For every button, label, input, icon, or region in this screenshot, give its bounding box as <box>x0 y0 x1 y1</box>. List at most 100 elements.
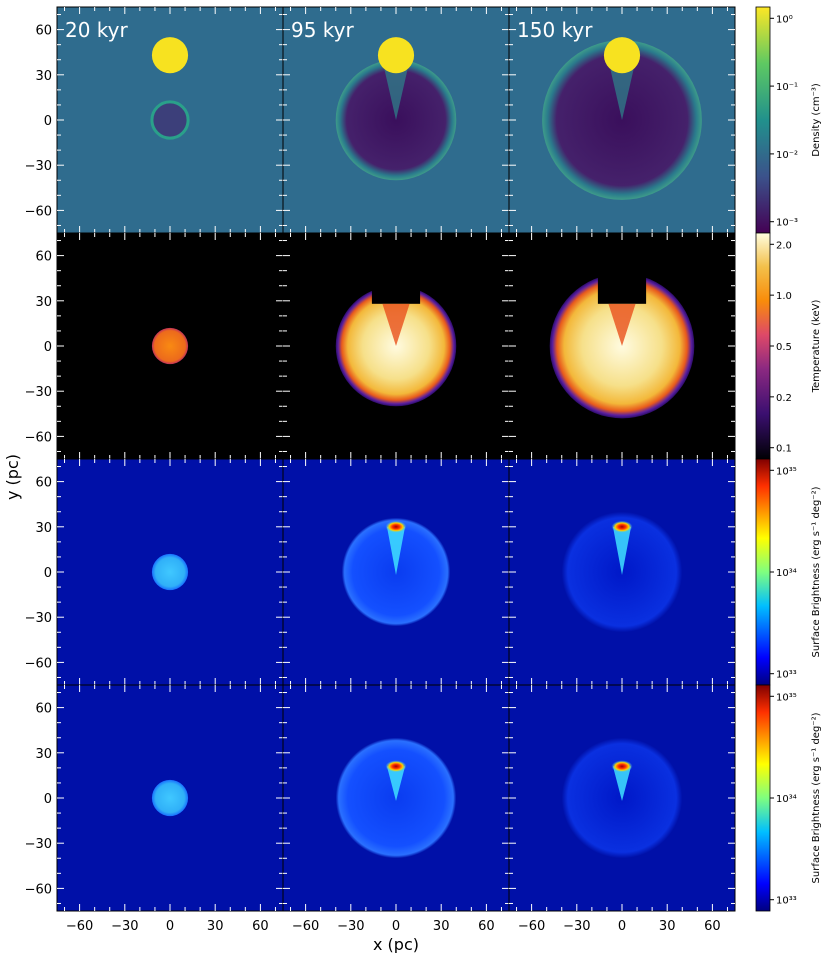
colorbar-surface_brightness <box>755 684 771 912</box>
colorbar-density <box>755 6 771 234</box>
y-tick-label: 60 <box>35 702 52 717</box>
panel-surface_brightness-1 <box>56 458 284 686</box>
panel-ticks <box>283 459 509 685</box>
colorbars: 10⁰ 10⁻¹ 10⁻² 10⁻³ Density (cm⁻³) 2.0 1.0 0.5 0.… <box>755 6 822 912</box>
panel-surface_brightness-3 <box>508 458 736 686</box>
panel-surface_brightness-3 <box>508 684 736 912</box>
y-tick-label: −60 <box>25 204 52 219</box>
y-tick-label: 60 <box>35 476 52 491</box>
shadow-cone <box>383 67 409 120</box>
emission-shell <box>151 779 189 817</box>
dense-cloud <box>151 37 189 74</box>
x-tick-label: −60 <box>66 919 93 934</box>
panel-ticks <box>57 685 283 911</box>
y-tick-label: 0 <box>44 792 52 807</box>
cloud-notch <box>597 258 647 304</box>
colorbar-tick-label: 0.1 <box>776 444 792 455</box>
y-tick-label: 60 <box>35 250 52 265</box>
dense-cloud <box>377 37 415 74</box>
panel-ticks <box>57 7 283 233</box>
colorbar-tick-label: 10³⁵ <box>776 692 797 703</box>
panel-surface_brightness-2 <box>282 684 510 912</box>
panel-ticks <box>509 233 735 459</box>
hotspot <box>611 760 633 773</box>
colorbar-label: Density (cm⁻³) <box>811 83 822 157</box>
colorbar-tick-label: 10³³ <box>776 896 797 907</box>
emission-shell <box>151 553 189 591</box>
panel-ticks <box>283 7 509 233</box>
y-tick-label: 30 <box>35 747 52 762</box>
panel-ticks <box>509 685 735 911</box>
emission-cone <box>612 766 632 802</box>
panel-density-2: 95 kyr <box>282 6 510 234</box>
colorbar-tick-label: 10³⁴ <box>776 568 797 579</box>
panel-temperature-1 <box>56 232 284 460</box>
colorbar-tick-label: 10³⁴ <box>776 794 797 805</box>
colorbar-tick-label: 1.0 <box>776 291 792 302</box>
colorbar-tick-label: 10⁰ <box>776 14 793 25</box>
y-tick-label: −30 <box>25 611 52 626</box>
y-tick-label: 30 <box>35 295 52 310</box>
remnant-bubble <box>150 100 190 140</box>
x-tick-label: 60 <box>704 919 721 934</box>
time-label: 150 kyr <box>517 18 593 42</box>
colorbar-label: Surface Brightness (erg s⁻¹ deg⁻²) <box>811 486 822 657</box>
hotspot <box>385 520 407 533</box>
colorbar-label: Temperature (keV) <box>811 300 822 394</box>
colorbar-surface_brightness <box>755 458 771 686</box>
y-tick-label: −30 <box>25 159 52 174</box>
colorbar-label: Surface Brightness (erg s⁻¹ deg⁻²) <box>811 712 822 883</box>
emission-cone <box>386 526 406 576</box>
panel-surface_brightness-2 <box>282 458 510 686</box>
panel-temperature-3 <box>508 232 736 460</box>
y-tick-label: −30 <box>25 385 52 400</box>
x-tick-label: 60 <box>478 919 495 934</box>
colorbar-tick-label: 10³³ <box>776 670 797 681</box>
panel-grid: 20 kyr 95 kyr 150 kyr <box>56 6 736 912</box>
x-tick-label: −60 <box>518 919 545 934</box>
colorbar-temperature <box>755 232 771 460</box>
colorbar-tick-label: 10³⁵ <box>776 466 797 477</box>
shadow-cone <box>609 67 635 120</box>
x-tick-label: 30 <box>659 919 676 934</box>
y-tick-label: 0 <box>44 114 52 129</box>
colorbar-tick-label: 0.5 <box>776 342 792 353</box>
y-tick-label: 0 <box>44 566 52 581</box>
x-axis-label: x (pc) <box>373 935 419 953</box>
panel-density-1: 20 kyr <box>56 6 284 234</box>
panel-ticks <box>283 685 509 911</box>
time-label: 20 kyr <box>65 18 129 42</box>
dense-cloud <box>603 37 641 74</box>
time-label: 95 kyr <box>291 18 355 42</box>
y-tick-label: 60 <box>35 24 52 39</box>
x-tick-label: 0 <box>618 919 626 934</box>
colorbar-tick-label: 10⁻² <box>776 150 798 161</box>
x-tick-label: −60 <box>292 919 319 934</box>
axes-labels: 60 30 0 −30 −60 60 30 0 −30 −60 60 30 0 −30 −60 60 30 0 −3… <box>3 24 721 953</box>
y-tick-label: 30 <box>35 69 52 84</box>
y-tick-label: −60 <box>25 430 52 445</box>
x-tick-label: −30 <box>563 919 590 934</box>
shocked-cone <box>382 303 410 346</box>
x-tick-label: 60 <box>252 919 269 934</box>
cloud-notch <box>371 270 421 304</box>
panel-temperature-2 <box>282 232 510 460</box>
panel-ticks <box>57 233 283 459</box>
panel-surface_brightness-1 <box>56 684 284 912</box>
colorbar-tick-label: 2.0 <box>776 240 792 251</box>
hot-remnant <box>151 327 189 365</box>
panel-ticks <box>509 459 735 685</box>
emission-cone <box>612 526 632 576</box>
colorbar-tick-label: 0.2 <box>776 393 792 404</box>
x-tick-label: 30 <box>433 919 450 934</box>
y-tick-label: −30 <box>25 837 52 852</box>
panel-density-3: 150 kyr <box>508 6 736 234</box>
colorbar-tick-label: 10⁻¹ <box>776 82 798 93</box>
hotspot <box>385 760 407 773</box>
shocked-cone <box>608 303 636 346</box>
y-tick-label: −60 <box>25 882 52 897</box>
panel-ticks <box>57 459 283 685</box>
panel-ticks <box>509 7 735 233</box>
hotspot <box>611 520 633 533</box>
